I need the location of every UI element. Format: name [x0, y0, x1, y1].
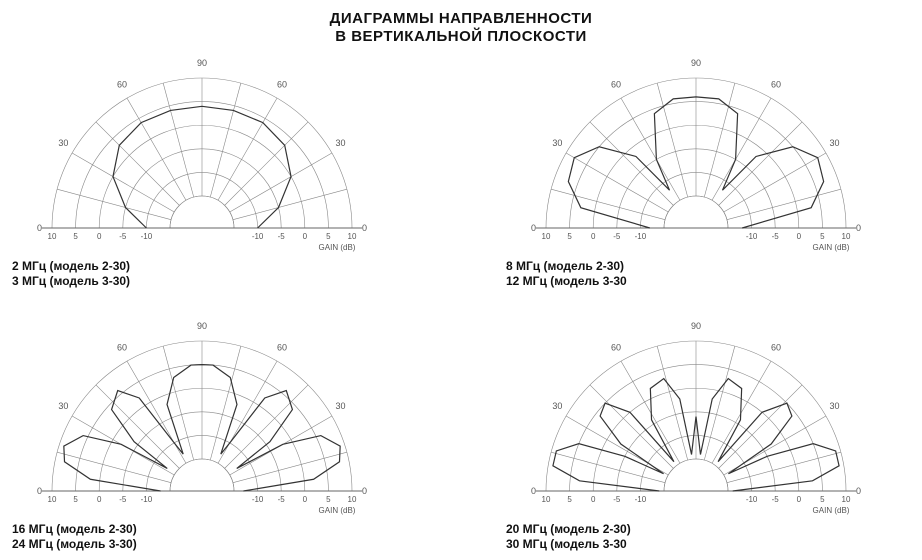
svg-text:10: 10 — [48, 232, 57, 241]
svg-text:-5: -5 — [613, 232, 621, 241]
svg-text:5: 5 — [567, 495, 572, 504]
svg-text:0: 0 — [591, 495, 596, 504]
svg-text:-10: -10 — [141, 495, 153, 504]
svg-text:GAIN (dB): GAIN (dB) — [813, 243, 850, 252]
svg-text:60: 60 — [611, 79, 621, 89]
svg-text:60: 60 — [611, 342, 621, 352]
svg-text:-10: -10 — [141, 232, 153, 241]
panel-1-caption: 8 МГц (модель 2-30) 12 МГц (модель 3-30 — [506, 259, 910, 289]
svg-text:5: 5 — [567, 232, 572, 241]
svg-text:30: 30 — [58, 138, 68, 148]
svg-text:0: 0 — [797, 232, 802, 241]
svg-text:10: 10 — [542, 495, 551, 504]
svg-text:0: 0 — [303, 232, 308, 241]
svg-text:5: 5 — [326, 232, 331, 241]
svg-text:0: 0 — [362, 223, 367, 233]
polar-chart-0: 0 30 60 90 60 30 0 -10 -10 -5 -5 0 0 5 5 10 10 GAIN (dB) — [12, 50, 392, 255]
polar-chart-2: 0 30 60 90 60 30 0 -10 -10 -5 -5 0 0 5 5 10 10 GAIN (dB) — [12, 313, 392, 518]
svg-text:0: 0 — [97, 232, 102, 241]
svg-text:0: 0 — [97, 495, 102, 504]
svg-text:5: 5 — [73, 232, 78, 241]
panel-1: 030609060300-10-10-5-500551010GAIN (dB) … — [506, 50, 910, 289]
svg-text:-10: -10 — [252, 495, 264, 504]
panel-2-caption: 16 МГц (модель 2-30) 24 МГц (модель 3-30… — [12, 522, 416, 552]
svg-text:-10: -10 — [635, 495, 647, 504]
svg-text:-5: -5 — [613, 495, 621, 504]
svg-text:GAIN (dB): GAIN (dB) — [319, 243, 356, 252]
svg-text:-10: -10 — [746, 495, 758, 504]
svg-text:60: 60 — [771, 342, 781, 352]
svg-text:60: 60 — [117, 79, 127, 89]
svg-text:90: 90 — [197, 321, 207, 331]
svg-text:90: 90 — [197, 58, 207, 68]
svg-text:10: 10 — [842, 232, 851, 241]
svg-text:90: 90 — [691, 321, 701, 331]
svg-text:60: 60 — [117, 342, 127, 352]
polar-chart-3: 0 30 60 90 60 30 0 -10 -10 -5 -5 0 0 5 5 10 10 GAIN (dB) — [506, 313, 886, 518]
svg-text:GAIN (dB): GAIN (dB) — [319, 506, 356, 515]
svg-text:0: 0 — [37, 486, 42, 496]
svg-text:GAIN (dB): GAIN (dB) — [813, 506, 850, 515]
svg-text:30: 30 — [58, 401, 68, 411]
svg-text:0: 0 — [856, 486, 861, 496]
svg-text:10: 10 — [348, 495, 357, 504]
panel-1-caption-line1: 8 МГц (модель 2-30) — [506, 259, 624, 273]
title-line-1: ДИАГРАММЫ НАПРАВЛЕННОСТИ — [330, 10, 593, 27]
svg-text:60: 60 — [277, 79, 287, 89]
svg-text:-10: -10 — [746, 232, 758, 241]
svg-text:60: 60 — [771, 79, 781, 89]
svg-text:10: 10 — [842, 495, 851, 504]
panel-2-caption-line2: 24 МГц (модель 3-30) — [12, 537, 137, 551]
svg-text:10: 10 — [48, 495, 57, 504]
panel-1-caption-line2: 12 МГц (модель 3-30 — [506, 274, 627, 288]
svg-text:5: 5 — [326, 495, 331, 504]
page-title: ДИАГРАММЫ НАПРАВЛЕННОСТИ В ВЕРТИКАЛЬНОЙ … — [12, 10, 910, 46]
svg-text:0: 0 — [797, 495, 802, 504]
svg-text:0: 0 — [856, 223, 861, 233]
svg-text:30: 30 — [552, 138, 562, 148]
title-line-2: В ВЕРТИКАЛЬНОЙ ПЛОСКОСТИ — [335, 28, 587, 45]
panel-3-caption: 20 МГц (модель 2-30) 30 МГц (модель 3-30 — [506, 522, 910, 552]
svg-text:-5: -5 — [278, 232, 286, 241]
panel-3: 030609060300-10-10-5-500551010GAIN (dB) … — [506, 313, 910, 552]
panel-0-caption-line1: 2 МГц (модель 2-30) — [12, 259, 130, 273]
panel-0: 030609060300-10-10-5-500551010GAIN (dB) … — [12, 50, 416, 289]
svg-text:-10: -10 — [252, 232, 264, 241]
panel-2: 030609060300-10-10-5-500551010GAIN (dB) … — [12, 313, 416, 552]
svg-text:0: 0 — [531, 223, 536, 233]
svg-text:10: 10 — [348, 232, 357, 241]
svg-text:90: 90 — [691, 58, 701, 68]
panel-3-caption-line1: 20 МГц (модель 2-30) — [506, 522, 631, 536]
svg-text:-5: -5 — [772, 495, 780, 504]
svg-text:5: 5 — [820, 232, 825, 241]
svg-text:0: 0 — [362, 486, 367, 496]
svg-text:10: 10 — [542, 232, 551, 241]
svg-text:-5: -5 — [119, 232, 127, 241]
svg-text:30: 30 — [552, 401, 562, 411]
svg-text:30: 30 — [830, 138, 840, 148]
svg-text:0: 0 — [303, 495, 308, 504]
chart-grid: 030609060300-10-10-5-500551010GAIN (dB) … — [12, 50, 910, 552]
svg-text:30: 30 — [336, 401, 346, 411]
svg-text:-5: -5 — [772, 232, 780, 241]
panel-0-caption: 2 МГц (модель 2-30) 3 МГц (модель 3-30) — [12, 259, 416, 289]
svg-text:5: 5 — [73, 495, 78, 504]
svg-text:0: 0 — [591, 232, 596, 241]
svg-text:0: 0 — [37, 223, 42, 233]
svg-text:30: 30 — [336, 138, 346, 148]
panel-2-caption-line1: 16 МГц (модель 2-30) — [12, 522, 137, 536]
svg-text:0: 0 — [531, 486, 536, 496]
svg-text:-10: -10 — [635, 232, 647, 241]
svg-text:5: 5 — [820, 495, 825, 504]
svg-text:30: 30 — [830, 401, 840, 411]
polar-chart-1: 0 30 60 90 60 30 0 -10 -10 -5 -5 0 0 5 5 10 10 GAIN (dB) — [506, 50, 886, 255]
panel-0-caption-line2: 3 МГц (модель 3-30) — [12, 274, 130, 288]
panel-3-caption-line2: 30 МГц (модель 3-30 — [506, 537, 627, 551]
svg-text:-5: -5 — [278, 495, 286, 504]
svg-text:60: 60 — [277, 342, 287, 352]
svg-text:-5: -5 — [119, 495, 127, 504]
